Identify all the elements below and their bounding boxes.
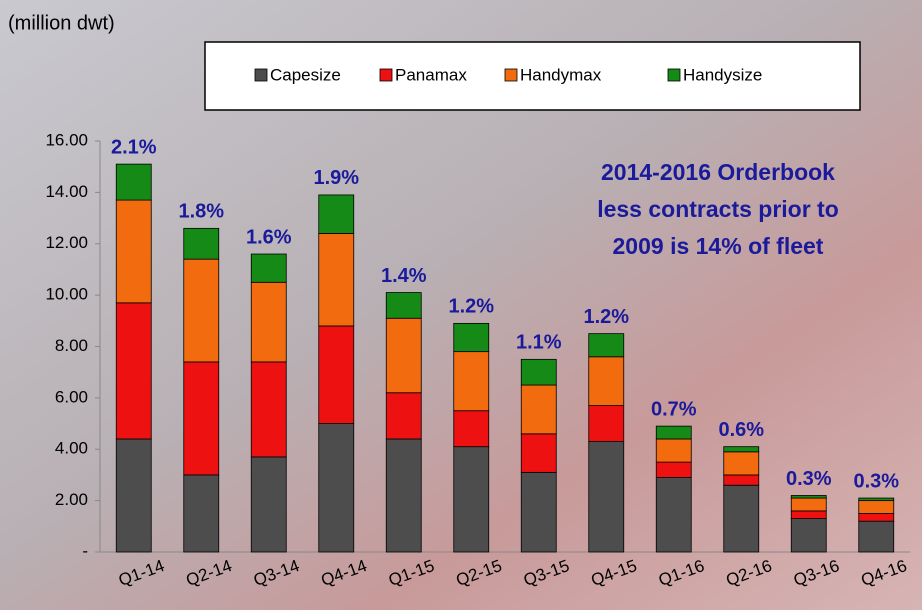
bar-segment bbox=[115, 163, 152, 201]
legend-label: Handymax bbox=[520, 65, 602, 84]
note-line: 2009 is 14% of fleet bbox=[613, 233, 824, 259]
y-tick-label: 8.00 bbox=[55, 336, 88, 355]
note-line: 2014-2016 Orderbook bbox=[601, 159, 835, 185]
bar-annotation: 0.6% bbox=[718, 419, 764, 441]
legend-label: Handysize bbox=[683, 65, 762, 84]
bar-annotation: 0.7% bbox=[651, 398, 697, 420]
bar-segment bbox=[250, 253, 287, 283]
bar-segment bbox=[790, 495, 827, 499]
bar-segment bbox=[858, 513, 895, 522]
y-tick-label: 2.00 bbox=[55, 490, 88, 509]
legend-swatch bbox=[254, 68, 268, 82]
bar-segment bbox=[183, 361, 220, 476]
y-tick-label: 6.00 bbox=[55, 387, 88, 406]
y-tick-label: 16.00 bbox=[45, 130, 88, 149]
legend-label: Capesize bbox=[270, 65, 341, 84]
bar-segment bbox=[385, 317, 422, 394]
bar-segment bbox=[858, 497, 895, 502]
bar-segment bbox=[588, 441, 625, 553]
bar-annotation: 1.6% bbox=[246, 226, 292, 248]
bar-annotation: 1.9% bbox=[313, 167, 359, 189]
y-tick-label: 10.00 bbox=[45, 285, 88, 304]
bar-annotation: 0.3% bbox=[786, 468, 832, 490]
bar-segment bbox=[520, 384, 557, 435]
bar-segment bbox=[250, 361, 287, 458]
bar-segment bbox=[520, 433, 557, 473]
y-tick-label: 12.00 bbox=[45, 233, 88, 252]
bar-segment bbox=[115, 199, 152, 304]
bar-annotation: 1.1% bbox=[516, 332, 562, 354]
bar-annotation: 1.8% bbox=[178, 201, 224, 223]
bar-segment bbox=[115, 302, 152, 440]
y-tick-label: - bbox=[82, 541, 88, 560]
legend bbox=[204, 41, 861, 111]
bar-segment bbox=[183, 474, 220, 553]
y-tick-label: 4.00 bbox=[55, 439, 88, 458]
bar-segment bbox=[318, 325, 355, 424]
y-axis-label: (million dwt) bbox=[8, 12, 115, 34]
legend-swatch bbox=[667, 68, 681, 82]
bar-segment bbox=[183, 227, 220, 260]
bar-segment bbox=[115, 438, 152, 553]
legend-label: Panamax bbox=[395, 65, 467, 84]
bar-segment bbox=[250, 281, 287, 363]
bar-segment bbox=[250, 456, 287, 553]
bar-segment bbox=[385, 292, 422, 319]
bar-segment bbox=[858, 500, 895, 514]
y-tick-label: 14.00 bbox=[45, 182, 88, 201]
bar-segment bbox=[453, 410, 490, 448]
bar-segment bbox=[520, 358, 557, 386]
bar-annotation: 1.2% bbox=[583, 306, 629, 328]
legend-swatch bbox=[504, 68, 518, 82]
bar-segment bbox=[588, 405, 625, 442]
bar-annotation: 1.4% bbox=[381, 265, 427, 287]
bar-segment bbox=[318, 233, 355, 327]
bar-segment bbox=[723, 484, 760, 553]
bar-segment bbox=[318, 423, 355, 553]
bar-segment bbox=[655, 425, 692, 440]
bar-segment bbox=[385, 438, 422, 553]
bar-segment bbox=[520, 471, 557, 553]
bar-segment bbox=[858, 520, 895, 553]
bar-segment bbox=[655, 477, 692, 553]
bar-segment bbox=[655, 461, 692, 478]
bar-segment bbox=[723, 474, 760, 486]
legend-swatch bbox=[379, 68, 393, 82]
bar-segment bbox=[723, 446, 760, 453]
bar-segment bbox=[588, 333, 625, 358]
bar-segment bbox=[790, 510, 827, 520]
note-line: less contracts prior to bbox=[597, 196, 839, 222]
bar-segment bbox=[318, 194, 355, 234]
bar-segment bbox=[588, 356, 625, 406]
bar-segment bbox=[790, 518, 827, 553]
bar-segment bbox=[183, 258, 220, 363]
bar-segment bbox=[385, 392, 422, 440]
bar-segment bbox=[453, 351, 490, 412]
bar-segment bbox=[453, 322, 490, 353]
bar-segment bbox=[723, 451, 760, 476]
bar-segment bbox=[655, 438, 692, 463]
bar-annotation: 0.3% bbox=[853, 470, 899, 492]
bar-annotation: 2.1% bbox=[111, 136, 157, 158]
bar-segment bbox=[453, 446, 490, 553]
bar-annotation: 1.2% bbox=[448, 296, 494, 318]
bar-segment bbox=[790, 497, 827, 512]
